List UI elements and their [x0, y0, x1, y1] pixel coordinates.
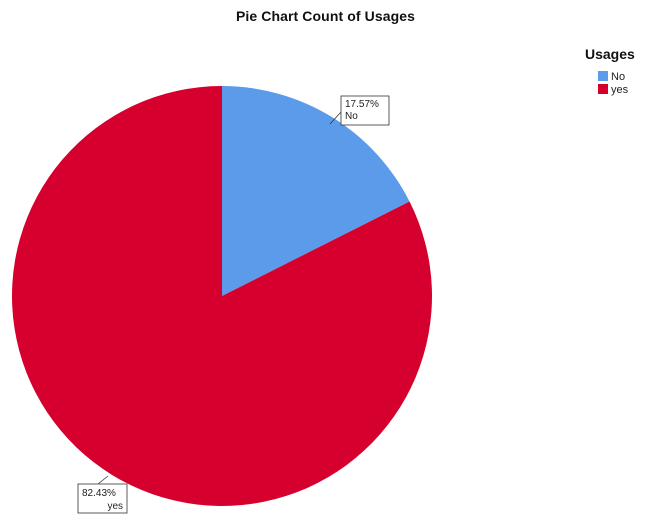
slice-name-yes: yes: [107, 501, 123, 512]
pie-slice-no: [222, 86, 410, 296]
slice-label-box-yes: [77, 483, 128, 514]
legend-title: Usages: [585, 46, 635, 62]
slice-name-no: No: [345, 111, 358, 122]
slice-leader-line-no: [329, 111, 342, 125]
slice-percent-yes: 82.43%: [82, 488, 116, 499]
slice-label-no: 17.57% No: [329, 95, 390, 126]
slice-percent-no: 17.57%: [345, 99, 379, 110]
chart-title: Pie Chart Count of Usages: [235, 8, 416, 24]
slice-label-box-no: [340, 95, 390, 126]
pie-slice-yes: [11, 86, 433, 507]
legend-label-yes: yes: [611, 84, 629, 96]
slice-label-yes: 82.43% yes: [77, 475, 128, 514]
legend-label-no: No: [611, 71, 625, 83]
legend-swatch-no: [598, 71, 608, 81]
pie-slices: [11, 86, 433, 507]
slice-leader-line-yes: [97, 475, 109, 485]
legend-swatch-yes: [598, 84, 608, 94]
legend: Usages No yes: [585, 46, 635, 96]
